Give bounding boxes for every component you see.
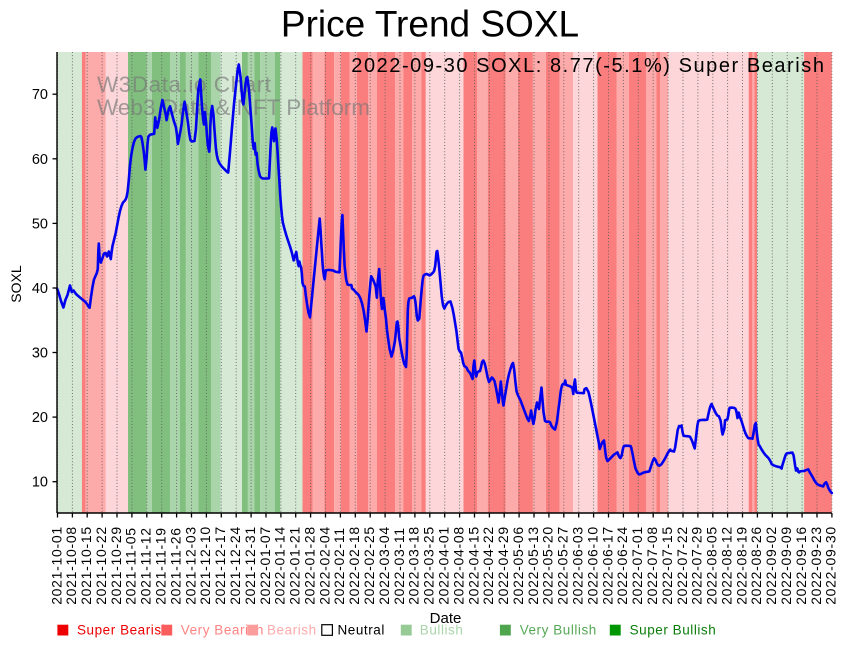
svg-text:2022-05-13: 2022-05-13	[525, 526, 541, 605]
svg-text:2021-12-10: 2021-12-10	[197, 526, 213, 605]
svg-text:2022-01-07: 2022-01-07	[257, 526, 273, 605]
svg-text:2022-09-30 SOXL: 8.77(-5.1%) S: 2022-09-30 SOXL: 8.77(-5.1%) Super Beari…	[351, 55, 825, 77]
svg-text:2022-09-02: 2022-09-02	[763, 526, 779, 605]
svg-text:2021-11-12: 2021-11-12	[138, 527, 154, 605]
svg-text:Super Bullish: Super Bullish	[630, 623, 717, 638]
svg-text:30: 30	[32, 346, 48, 362]
svg-text:2021-12-31: 2021-12-31	[242, 526, 258, 605]
svg-text:2022-01-28: 2022-01-28	[301, 526, 317, 605]
svg-text:2021-11-05: 2021-11-05	[123, 527, 139, 605]
svg-text:2021-12-03: 2021-12-03	[182, 526, 198, 605]
svg-text:2022-06-17: 2022-06-17	[599, 526, 615, 605]
svg-text:2022-05-20: 2022-05-20	[540, 526, 556, 605]
svg-text:Neutral: Neutral	[338, 623, 385, 638]
svg-text:2022-04-15: 2022-04-15	[465, 526, 481, 605]
svg-text:2022-09-09: 2022-09-09	[778, 526, 794, 605]
svg-text:2021-10-15: 2021-10-15	[78, 526, 94, 605]
svg-text:10: 10	[32, 475, 48, 491]
svg-text:2022-02-25: 2022-02-25	[361, 526, 377, 605]
svg-text:2022-06-10: 2022-06-10	[584, 526, 600, 605]
svg-text:2021-11-26: 2021-11-26	[167, 527, 183, 605]
svg-text:2022-06-24: 2022-06-24	[614, 526, 630, 605]
svg-text:Very Bearish: Very Bearish	[181, 623, 264, 638]
svg-text:2022-05-27: 2022-05-27	[555, 526, 571, 605]
svg-text:2022-08-12: 2022-08-12	[718, 526, 734, 605]
svg-text:2022-09-16: 2022-09-16	[793, 526, 809, 605]
svg-text:2022-02-04: 2022-02-04	[316, 526, 332, 605]
svg-text:2022-09-23: 2022-09-23	[808, 526, 824, 605]
svg-text:Very Bullish: Very Bullish	[520, 623, 597, 638]
svg-text:2021-10-01: 2021-10-01	[48, 526, 64, 605]
svg-text:2021-10-22: 2021-10-22	[93, 526, 109, 605]
svg-text:2021-11-19: 2021-11-19	[153, 527, 169, 605]
svg-text:Bearish: Bearish	[267, 623, 317, 638]
svg-text:2022-07-22: 2022-07-22	[674, 526, 690, 605]
svg-text:2022-04-08: 2022-04-08	[450, 526, 466, 605]
svg-text:2022-06-03: 2022-06-03	[570, 526, 586, 605]
svg-text:2022-04-29: 2022-04-29	[495, 526, 511, 605]
svg-text:40: 40	[32, 281, 48, 297]
svg-text:SOXL: SOXL	[8, 265, 24, 303]
svg-text:2022-01-21: 2022-01-21	[287, 526, 303, 605]
svg-text:Price Trend SOXL: Price Trend SOXL	[281, 4, 579, 45]
svg-text:70: 70	[32, 87, 48, 103]
svg-text:2022-08-05: 2022-08-05	[704, 526, 720, 605]
svg-text:2022-01-14: 2022-01-14	[272, 526, 288, 605]
svg-text:50: 50	[32, 216, 48, 232]
svg-text:2021-12-24: 2021-12-24	[227, 526, 243, 605]
svg-text:Date: Date	[430, 610, 462, 627]
svg-text:Super Bearish: Super Bearish	[77, 623, 170, 638]
svg-text:2022-03-04: 2022-03-04	[376, 526, 392, 605]
svg-text:60: 60	[32, 152, 48, 168]
svg-text:2022-04-01: 2022-04-01	[436, 526, 452, 605]
svg-text:2022-07-15: 2022-07-15	[659, 526, 675, 605]
svg-text:2022-08-26: 2022-08-26	[748, 526, 764, 605]
svg-text:2022-03-18: 2022-03-18	[406, 526, 422, 605]
svg-text:2022-07-01: 2022-07-01	[629, 526, 645, 605]
svg-text:2021-10-29: 2021-10-29	[108, 526, 124, 605]
svg-text:2022-09-30: 2022-09-30	[823, 526, 839, 605]
svg-text:2022-02-11: 2022-02-11	[331, 527, 347, 605]
svg-text:2021-12-17: 2021-12-17	[212, 526, 228, 605]
svg-text:2022-07-29: 2022-07-29	[689, 526, 705, 605]
svg-text:2022-07-08: 2022-07-08	[644, 526, 660, 605]
svg-text:2022-04-22: 2022-04-22	[480, 526, 496, 605]
svg-text:20: 20	[32, 410, 48, 426]
svg-text:2022-03-11: 2022-03-11	[391, 527, 407, 605]
svg-text:2022-05-06: 2022-05-06	[510, 526, 526, 605]
svg-text:2021-10-08: 2021-10-08	[63, 526, 79, 605]
svg-text:2022-03-25: 2022-03-25	[421, 526, 437, 605]
svg-text:Bullish: Bullish	[420, 623, 464, 638]
svg-text:2022-08-19: 2022-08-19	[733, 526, 749, 605]
svg-text:2022-02-18: 2022-02-18	[346, 526, 362, 605]
